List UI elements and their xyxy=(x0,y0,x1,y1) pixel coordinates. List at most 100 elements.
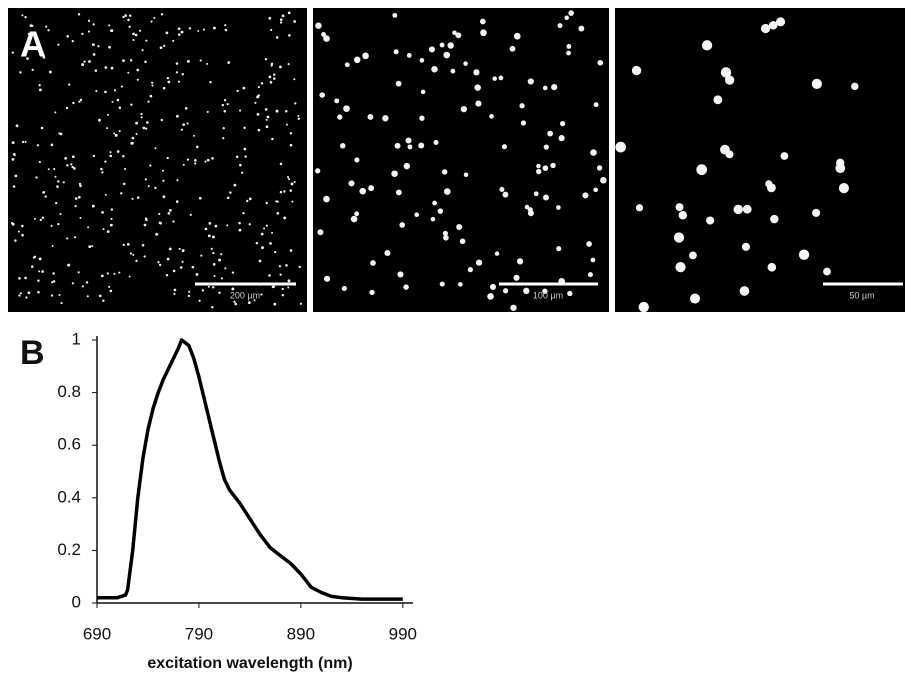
particle xyxy=(122,15,125,19)
micrograph-2 xyxy=(313,8,609,312)
particle xyxy=(393,49,399,55)
particle xyxy=(188,290,191,293)
particle xyxy=(150,20,153,23)
particle xyxy=(182,123,186,126)
particle xyxy=(172,39,175,42)
particle xyxy=(236,89,239,92)
particle xyxy=(242,86,246,90)
particle xyxy=(812,208,821,217)
particle xyxy=(51,244,54,247)
particle xyxy=(213,26,216,30)
particle xyxy=(456,224,463,231)
particle xyxy=(207,285,210,288)
particle xyxy=(135,259,138,263)
particle xyxy=(229,191,232,194)
panel-label: A xyxy=(20,24,46,65)
particle xyxy=(110,66,114,70)
particle xyxy=(247,301,251,305)
particle xyxy=(455,32,462,39)
particle xyxy=(73,236,77,239)
particle xyxy=(138,29,142,32)
particle xyxy=(166,156,169,160)
particle xyxy=(233,300,236,303)
particle xyxy=(243,126,246,130)
particle xyxy=(91,204,95,208)
particle xyxy=(244,155,247,158)
particle xyxy=(224,28,228,32)
particle xyxy=(474,84,481,91)
particle xyxy=(98,294,102,298)
particle xyxy=(37,279,40,282)
particle xyxy=(209,80,212,84)
particle xyxy=(798,249,810,260)
particle xyxy=(141,243,145,247)
particle xyxy=(279,18,283,21)
particle xyxy=(452,30,457,36)
particle xyxy=(26,57,29,60)
particle xyxy=(88,245,92,249)
particle xyxy=(151,84,154,87)
particle xyxy=(542,194,549,201)
particle xyxy=(15,124,19,128)
particle xyxy=(24,16,27,19)
particle xyxy=(547,130,554,137)
particle xyxy=(278,265,282,268)
particle xyxy=(193,134,195,137)
particle xyxy=(73,167,76,170)
particle xyxy=(556,246,562,252)
particle xyxy=(161,169,164,172)
particle xyxy=(287,178,291,181)
particle xyxy=(143,255,146,258)
particle xyxy=(725,150,734,159)
particle xyxy=(188,27,192,30)
particle xyxy=(35,176,38,179)
particle xyxy=(19,292,22,295)
particle xyxy=(459,238,466,245)
particle xyxy=(136,78,139,81)
particle xyxy=(241,171,244,174)
particle xyxy=(131,197,134,200)
particle xyxy=(279,190,283,194)
particle xyxy=(194,162,197,165)
particle xyxy=(298,265,301,269)
particle xyxy=(289,132,293,135)
particle xyxy=(106,230,110,233)
particle xyxy=(268,16,272,20)
particle xyxy=(675,203,684,212)
particle xyxy=(166,76,170,80)
particle xyxy=(433,139,439,145)
particle xyxy=(222,137,225,140)
particle xyxy=(65,106,69,110)
particle xyxy=(72,101,75,105)
particle xyxy=(79,216,82,219)
particle xyxy=(109,154,113,158)
particle xyxy=(92,53,96,56)
particle xyxy=(369,289,375,296)
particle xyxy=(238,221,241,225)
particle xyxy=(178,247,181,250)
particle xyxy=(132,253,135,256)
particle xyxy=(199,59,202,62)
scale-label: 50 µm xyxy=(849,290,874,300)
particle xyxy=(120,192,123,195)
particle xyxy=(499,186,505,192)
particle xyxy=(58,132,61,135)
particle xyxy=(437,208,444,214)
particle xyxy=(321,32,326,37)
particle xyxy=(287,279,291,283)
particle xyxy=(224,24,227,27)
particle xyxy=(689,293,701,304)
particle xyxy=(21,14,24,17)
particle xyxy=(323,35,330,42)
particle xyxy=(271,231,274,234)
particle xyxy=(405,137,412,144)
particle xyxy=(838,183,850,194)
particle xyxy=(160,118,163,122)
particle xyxy=(615,141,627,153)
particle xyxy=(50,294,54,297)
particle xyxy=(780,152,789,160)
micrograph-1 xyxy=(8,8,307,312)
particle xyxy=(299,302,303,305)
particle xyxy=(212,263,216,266)
particle xyxy=(536,168,542,175)
